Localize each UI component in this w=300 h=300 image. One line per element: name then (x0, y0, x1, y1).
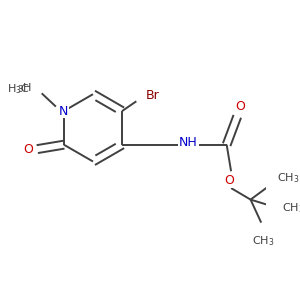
Text: 3: 3 (18, 85, 23, 94)
Text: CH$_3$: CH$_3$ (252, 234, 274, 248)
Text: O: O (23, 142, 33, 156)
Text: NH: NH (179, 136, 198, 149)
Text: O: O (224, 175, 234, 188)
Text: CH$_3$: CH$_3$ (278, 171, 300, 185)
Text: O: O (235, 100, 245, 113)
Text: Br: Br (146, 88, 159, 102)
Text: H: H (23, 83, 32, 93)
Text: N: N (59, 104, 68, 118)
Text: CH$_3$: CH$_3$ (282, 202, 300, 215)
Text: H$_3$C: H$_3$C (7, 82, 30, 96)
